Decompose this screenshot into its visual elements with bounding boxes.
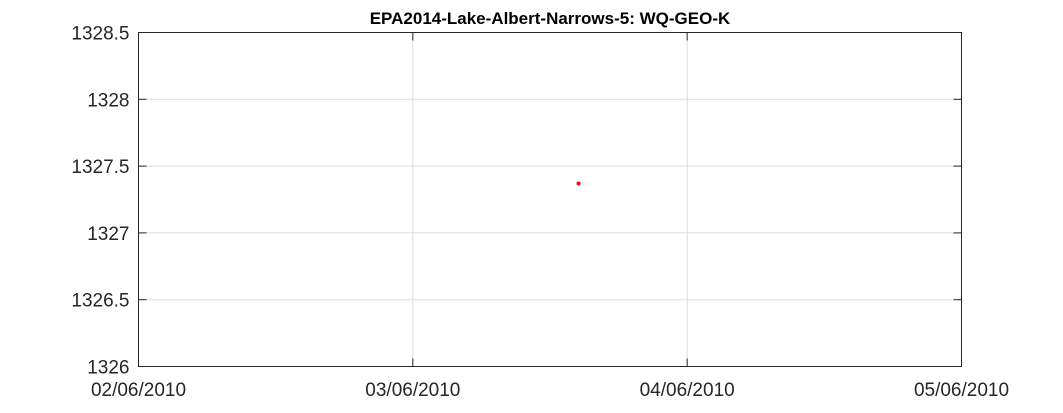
y-tick-label: 1327.5 [71, 157, 129, 178]
y-tick-label: 1328.5 [71, 24, 129, 45]
chart-title: EPA2014-Lake-Albert-Narrows-5: WQ-GEO-K [370, 9, 731, 28]
x-tick-label: 02/06/2010 [91, 380, 186, 401]
plot-area [138, 32, 962, 367]
x-tick-labels: 02/06/2010 03/06/2010 04/06/2010 05/06/2010 [91, 380, 1009, 401]
y-tick-label: 1326 [87, 358, 129, 379]
y-tick-label: 1327 [87, 224, 129, 245]
x-tick-label: 05/06/2010 [914, 380, 1009, 401]
x-tick-label: 03/06/2010 [365, 380, 460, 401]
x-tick-label: 04/06/2010 [640, 380, 735, 401]
y-tick-labels: 1326 1326.5 1327 1327.5 1328 1328.5 [71, 24, 129, 379]
y-tick-label: 1328 [87, 90, 129, 111]
data-points [576, 181, 581, 186]
data-point [576, 181, 581, 186]
grid [138, 32, 962, 367]
ticks [138, 32, 962, 367]
y-tick-label: 1326.5 [71, 291, 129, 312]
